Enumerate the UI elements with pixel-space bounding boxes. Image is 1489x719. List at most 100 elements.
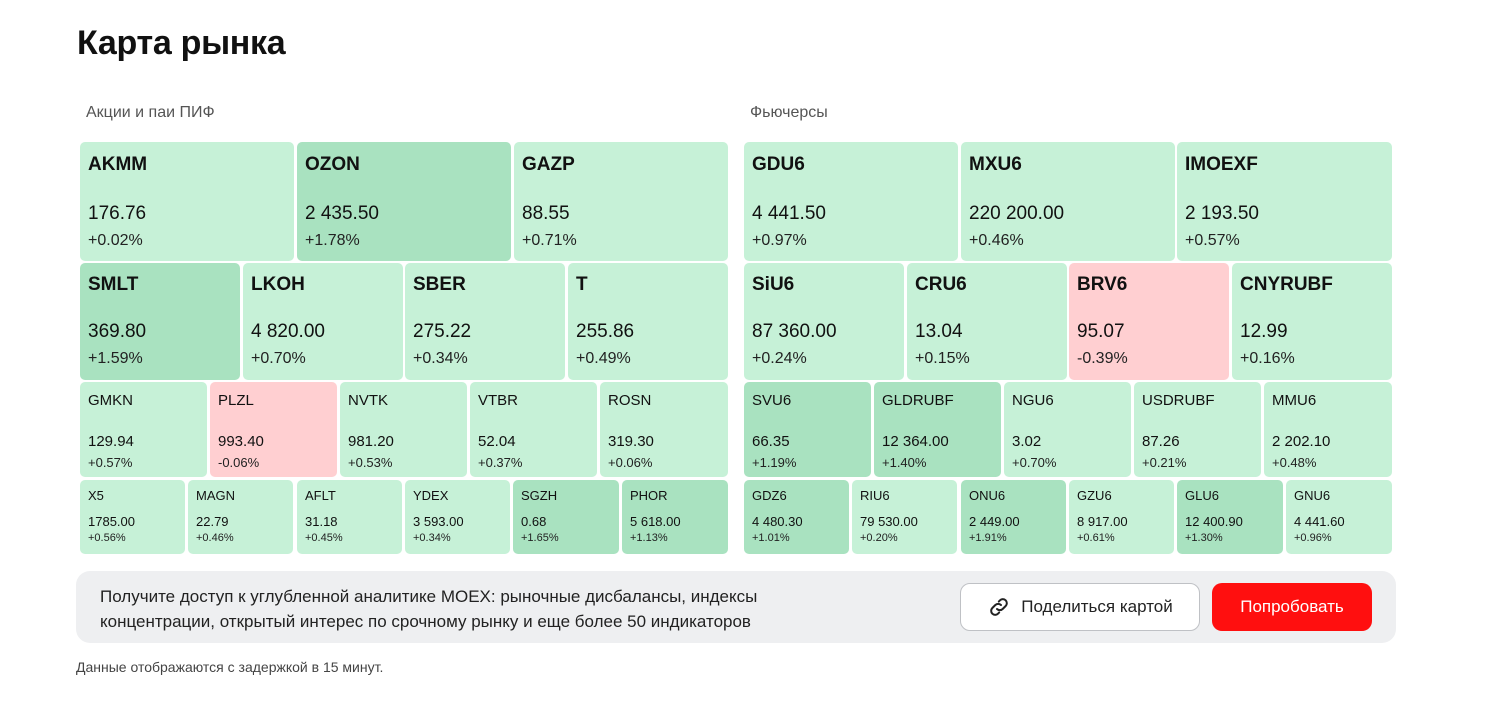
tile-change: +0.48% bbox=[1272, 455, 1317, 470]
tile-change: +0.53% bbox=[348, 455, 393, 470]
tile-price: 993.40 bbox=[218, 433, 264, 450]
tile-change: +0.70% bbox=[1012, 455, 1057, 470]
tile-plzl[interactable]: PLZL 993.40 -0.06% bbox=[210, 382, 337, 477]
tile-price: 369.80 bbox=[88, 321, 147, 342]
tile-rosn[interactable]: ROSN 319.30 +0.06% bbox=[600, 382, 728, 477]
tile-smlt[interactable]: SMLT 369.80 +1.59% bbox=[80, 263, 240, 380]
tile-change: +0.34% bbox=[413, 350, 468, 367]
tile-change: +1.01% bbox=[752, 532, 790, 544]
tile-change: +1.30% bbox=[1185, 532, 1223, 544]
tile-ticker: USDRUBF bbox=[1142, 392, 1215, 409]
tile-price: 176.76 bbox=[88, 203, 147, 224]
tile-change: +0.56% bbox=[88, 532, 126, 544]
tile-gdz6[interactable]: GDZ6 4 480.30 +1.01% bbox=[744, 480, 849, 554]
tile-price: 12 400.90 bbox=[1185, 514, 1243, 529]
delay-footnote: Данные отображаются с задержкой в 15 мин… bbox=[76, 659, 384, 675]
tile-change: +0.61% bbox=[1077, 532, 1115, 544]
tile-ticker: AFLT bbox=[305, 488, 336, 503]
tile-svu6[interactable]: SVU6 66.35 +1.19% bbox=[744, 382, 871, 477]
tile-change: +1.65% bbox=[521, 532, 559, 544]
tile-price: 52.04 bbox=[478, 433, 516, 450]
tile-price: 22.79 bbox=[196, 514, 229, 529]
tile-price: 31.18 bbox=[305, 514, 338, 529]
tile-gmkn[interactable]: GMKN 129.94 +0.57% bbox=[80, 382, 207, 477]
tile-ticker: ONU6 bbox=[969, 488, 1006, 503]
tile-ticker: ROSN bbox=[608, 392, 652, 409]
tile-ticker: LKOH bbox=[251, 274, 305, 295]
tile-magn[interactable]: MAGN 22.79 +0.46% bbox=[188, 480, 293, 554]
tile-change: +1.59% bbox=[88, 350, 143, 367]
tile-ticker: GMKN bbox=[88, 392, 133, 409]
tile-siu6[interactable]: SiU6 87 360.00 +0.24% bbox=[744, 263, 904, 380]
tile-gldrubf[interactable]: GLDRUBF 12 364.00 +1.40% bbox=[874, 382, 1001, 477]
tile-change: +0.16% bbox=[1240, 350, 1295, 367]
tile-ticker: GDZ6 bbox=[752, 488, 787, 503]
tile-ticker: GAZP bbox=[522, 154, 575, 175]
tile-ticker: RIU6 bbox=[860, 488, 890, 503]
tile-brv6[interactable]: BRV6 95.07 -0.39% bbox=[1069, 263, 1229, 380]
tile-price: 2 435.50 bbox=[305, 203, 379, 224]
tile-ticker: PHOR bbox=[630, 488, 668, 503]
tile-ticker: AKMM bbox=[88, 154, 148, 175]
section-label-stocks: Акции и паи ПИФ bbox=[86, 104, 215, 121]
tile-change: +0.46% bbox=[969, 232, 1024, 249]
tile-gnu6[interactable]: GNU6 4 441.60 +0.96% bbox=[1286, 480, 1392, 554]
tile-ticker: IMOEXF bbox=[1185, 154, 1258, 175]
tile-price: 4 441.50 bbox=[752, 203, 826, 224]
tile-price: 2 202.10 bbox=[1272, 433, 1331, 450]
tile-ozon[interactable]: OZON 2 435.50 +1.78% bbox=[297, 142, 511, 261]
tile-gdu6[interactable]: GDU6 4 441.50 +0.97% bbox=[744, 142, 958, 261]
promo-text: Получите доступ к углубленной аналитике … bbox=[100, 587, 758, 631]
tile-usdrubf[interactable]: USDRUBF 87.26 +0.21% bbox=[1134, 382, 1261, 477]
tile-akmm[interactable]: AKMM 176.76 +0.02% bbox=[80, 142, 294, 261]
tile-ngu6[interactable]: NGU6 3.02 +0.70% bbox=[1004, 382, 1131, 477]
tile-mxu6[interactable]: MXU6 220 200.00 +0.46% bbox=[961, 142, 1175, 261]
tile-price: 4 820.00 bbox=[251, 321, 325, 342]
tile-onu6[interactable]: ONU6 2 449.00 +1.91% bbox=[961, 480, 1066, 554]
tile-nvtk[interactable]: NVTK 981.20 +0.53% bbox=[340, 382, 467, 477]
tile-price: 129.94 bbox=[88, 433, 134, 450]
tile-price: 87.26 bbox=[1142, 433, 1180, 450]
tile-ticker: OZON bbox=[305, 154, 360, 175]
tile-ticker: GNU6 bbox=[1294, 488, 1331, 503]
tile-vtbr[interactable]: VTBR 52.04 +0.37% bbox=[470, 382, 597, 477]
tile-ticker: GLDRUBF bbox=[882, 392, 954, 409]
tile-change: +1.91% bbox=[969, 532, 1007, 544]
tile-ticker: MXU6 bbox=[969, 154, 1022, 175]
tile-ticker: CRU6 bbox=[915, 274, 967, 295]
tile-aflt[interactable]: AFLT 31.18 +0.45% bbox=[297, 480, 402, 554]
tile-ticker: SMLT bbox=[88, 274, 139, 295]
tile-phor[interactable]: PHOR 5 618.00 +1.13% bbox=[622, 480, 728, 554]
share-map-button[interactable]: Поделиться картой bbox=[960, 583, 1200, 631]
tile-change: +0.06% bbox=[608, 455, 653, 470]
tile-imoexf[interactable]: IMOEXF 2 193.50 +0.57% bbox=[1177, 142, 1392, 261]
tile-gazp[interactable]: GAZP 88.55 +0.71% bbox=[514, 142, 728, 261]
try-button[interactable]: Попробовать bbox=[1212, 583, 1372, 631]
link-icon bbox=[990, 598, 1009, 616]
share-map-label: Поделиться картой bbox=[1021, 597, 1173, 616]
tile-change: -0.06% bbox=[218, 455, 260, 470]
tile-mmu6[interactable]: MMU6 2 202.10 +0.48% bbox=[1264, 382, 1392, 477]
tile-lkoh[interactable]: LKOH 4 820.00 +0.70% bbox=[243, 263, 403, 380]
tile-price: 8 917.00 bbox=[1077, 514, 1128, 529]
tile-price: 12 364.00 bbox=[882, 433, 949, 450]
tile-price: 79 530.00 bbox=[860, 514, 918, 529]
tile-price: 2 193.50 bbox=[1185, 203, 1259, 224]
tile-price: 2 449.00 bbox=[969, 514, 1020, 529]
tile-cru6[interactable]: CRU6 13.04 +0.15% bbox=[907, 263, 1067, 380]
promo-banner: Получите доступ к углубленной аналитике … bbox=[76, 571, 1396, 643]
tile-riu6[interactable]: RIU6 79 530.00 +0.20% bbox=[852, 480, 957, 554]
tile-ydex[interactable]: YDEX 3 593.00 +0.34% bbox=[405, 480, 510, 554]
tile-gzu6[interactable]: GZU6 8 917.00 +0.61% bbox=[1069, 480, 1174, 554]
tile-sgzh[interactable]: SGZH 0.68 +1.65% bbox=[513, 480, 619, 554]
tile-change: +0.97% bbox=[752, 232, 807, 249]
tile-ticker: T bbox=[576, 274, 588, 295]
tile-ticker: BRV6 bbox=[1077, 274, 1128, 295]
tile-t[interactable]: T 255.86 +0.49% bbox=[568, 263, 728, 380]
tile-glu6[interactable]: GLU6 12 400.90 +1.30% bbox=[1177, 480, 1283, 554]
tile-sber[interactable]: SBER 275.22 +0.34% bbox=[405, 263, 565, 380]
tile-x5[interactable]: X5 1785.00 +0.56% bbox=[80, 480, 185, 554]
tile-ticker: SVU6 bbox=[752, 392, 792, 409]
tile-cnyrubf[interactable]: CNYRUBF 12.99 +0.16% bbox=[1232, 263, 1392, 380]
tile-change: -0.39% bbox=[1077, 350, 1128, 367]
